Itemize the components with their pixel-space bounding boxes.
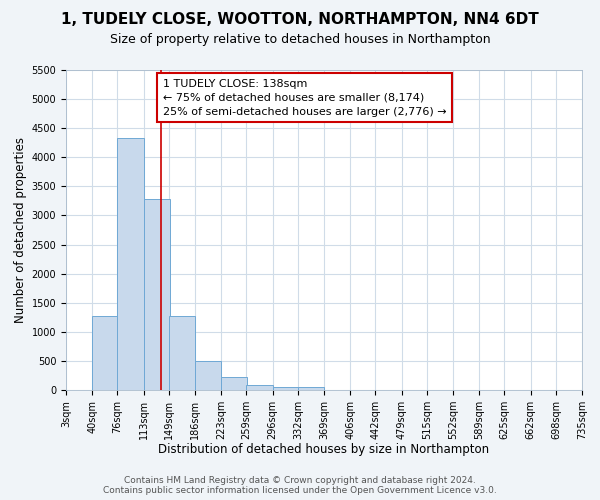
Bar bbox=[221, 377, 247, 390]
Text: Contains HM Land Registry data © Crown copyright and database right 2024.
Contai: Contains HM Land Registry data © Crown c… bbox=[103, 476, 497, 495]
Bar bbox=[298, 387, 324, 390]
Bar bbox=[272, 386, 299, 390]
Text: 1 TUDELY CLOSE: 138sqm
← 75% of detached houses are smaller (8,174)
25% of semi-: 1 TUDELY CLOSE: 138sqm ← 75% of detached… bbox=[163, 78, 446, 116]
Bar bbox=[169, 316, 195, 390]
X-axis label: Distribution of detached houses by size in Northampton: Distribution of detached houses by size … bbox=[158, 444, 490, 456]
Bar bbox=[195, 362, 221, 390]
Text: 1, TUDELY CLOSE, WOOTTON, NORTHAMPTON, NN4 6DT: 1, TUDELY CLOSE, WOOTTON, NORTHAMPTON, N… bbox=[61, 12, 539, 28]
Bar bbox=[143, 199, 170, 390]
Bar bbox=[92, 316, 118, 390]
Bar bbox=[118, 138, 143, 390]
Y-axis label: Number of detached properties: Number of detached properties bbox=[14, 137, 28, 323]
Text: Size of property relative to detached houses in Northampton: Size of property relative to detached ho… bbox=[110, 32, 490, 46]
Bar bbox=[247, 385, 272, 390]
